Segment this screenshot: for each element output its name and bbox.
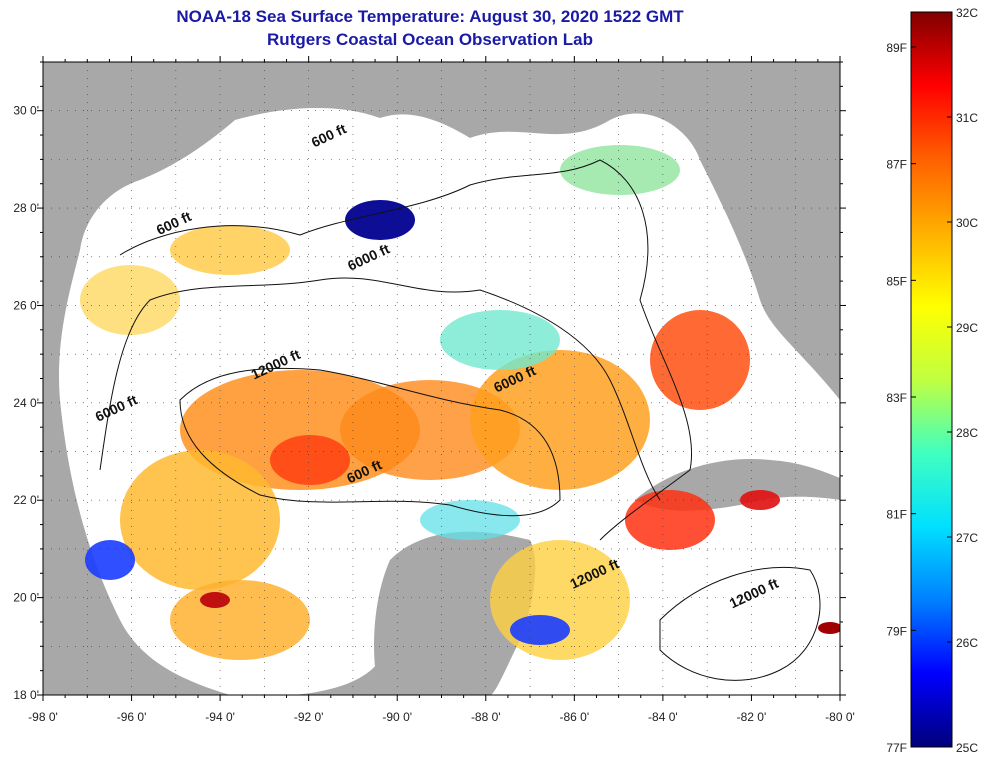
- fahrenheit-label: 89F: [886, 41, 907, 55]
- map-title: NOAA-18 Sea Surface Temperature: August …: [176, 7, 684, 26]
- graticule: [43, 62, 840, 695]
- colorbar: [910, 11, 953, 748]
- lon-label: -98 0': [28, 710, 58, 724]
- fahrenheit-label: 79F: [886, 624, 907, 638]
- sst-patches: [80, 145, 840, 660]
- celsius-label: 26C: [956, 636, 978, 650]
- colorbar-fahrenheit-labels: 89F 87F 85F 83F 81F 79F 77F: [886, 41, 907, 755]
- yucatan-land: [374, 531, 536, 695]
- longitude-labels: -98 0' -96 0' -94 0' -92 0' -90 0' -88 0' -86 …: [28, 710, 855, 724]
- lon-label: -96 0': [117, 710, 147, 724]
- florida-land: [720, 62, 840, 360]
- colorbar-ticks: [911, 11, 952, 748]
- celsius-label: 28C: [956, 426, 978, 440]
- axis-ticks: [37, 56, 846, 701]
- fahrenheit-label: 81F: [886, 508, 907, 522]
- colorbar-celsius-labels: 32C 31C 30C 29C 28C 27C 26C 25C: [956, 6, 978, 755]
- contour-12000ft-caribbean: [659, 567, 821, 681]
- celsius-label: 25C: [956, 741, 978, 755]
- celsius-label: 30C: [956, 216, 978, 230]
- lon-label: -86 0': [560, 710, 590, 724]
- map-subtitle: Rutgers Coastal Ocean Observation Lab: [267, 30, 593, 49]
- latitude-labels: 18 0' 20 0' 22 0' 24 0' 26 0' 28 0' 30 0': [13, 104, 39, 702]
- celsius-label: 27C: [956, 531, 978, 545]
- lon-label: -90 0': [382, 710, 412, 724]
- fahrenheit-label: 87F: [886, 158, 907, 172]
- lat-label: 18 0': [13, 688, 39, 702]
- lon-label: -88 0': [471, 710, 501, 724]
- lat-label: 26 0': [13, 298, 39, 312]
- lat-label: 20 0': [13, 591, 39, 605]
- fahrenheit-label: 83F: [886, 391, 907, 405]
- contour-12000ft: [179, 367, 561, 517]
- lon-label: -82 0': [737, 710, 767, 724]
- celsius-label: 29C: [956, 321, 978, 335]
- fahrenheit-label: 77F: [886, 741, 907, 755]
- lat-label: 24 0': [13, 396, 39, 410]
- lon-label: -80 0': [825, 710, 855, 724]
- fahrenheit-label: 85F: [886, 274, 907, 288]
- lon-label: -92 0': [294, 710, 324, 724]
- lat-label: 30 0': [13, 104, 39, 118]
- depth-contours: [99, 159, 821, 681]
- lat-label: 22 0': [13, 493, 39, 507]
- lon-label: -94 0': [205, 710, 235, 724]
- celsius-label: 32C: [956, 6, 978, 20]
- contour-600ft: [119, 159, 692, 541]
- lon-label: -84 0': [648, 710, 678, 724]
- lat-label: 28 0': [13, 201, 39, 215]
- celsius-label: 31C: [956, 111, 978, 125]
- contour-6000ft: [99, 277, 661, 501]
